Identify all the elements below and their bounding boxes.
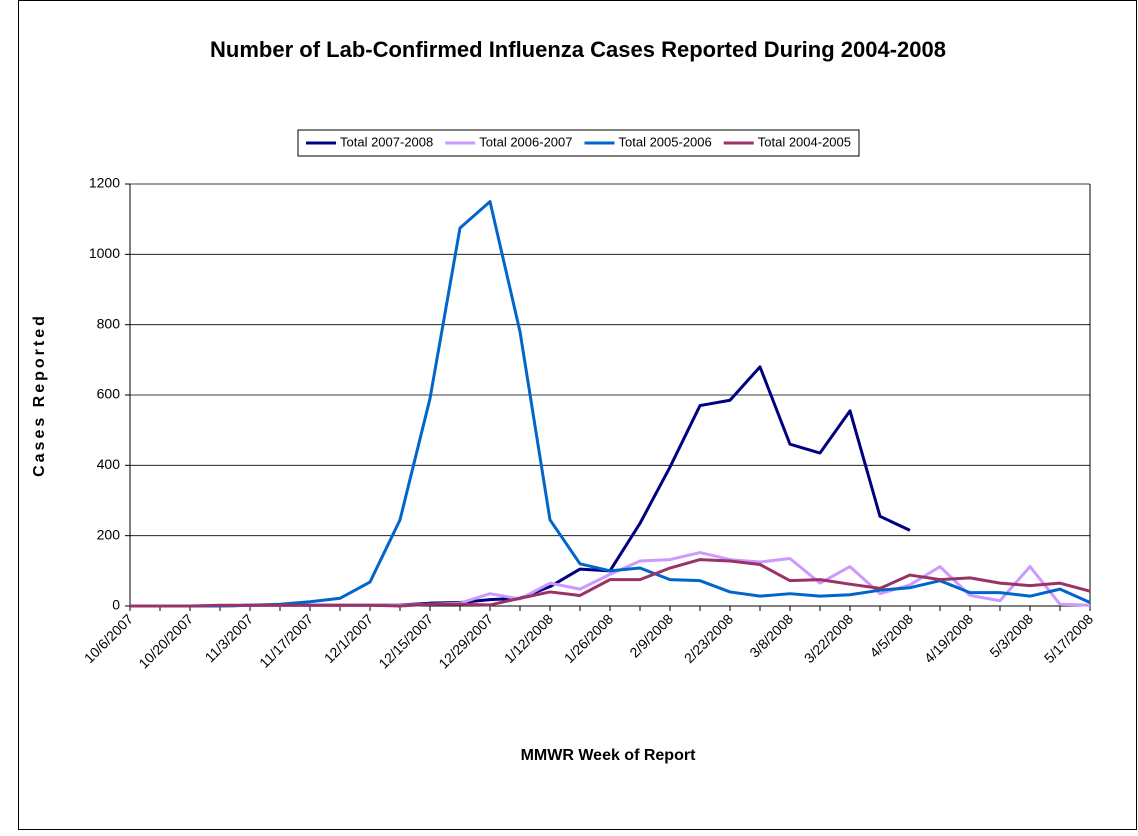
- legend-label: Total 2007-2008: [340, 134, 433, 149]
- y-tick-label: 1000: [89, 245, 120, 261]
- x-axis-title: MMWR Week of Report: [521, 747, 696, 764]
- legend-label: Total 2004-2005: [758, 134, 851, 149]
- chart-frame: [18, 0, 1137, 830]
- legend-box: [297, 129, 860, 157]
- series-line: [130, 200, 1091, 608]
- y-tick-label: 800: [97, 315, 121, 331]
- y-tick-label: 600: [97, 386, 121, 402]
- legend: Total 2007-2008 Total 2006-2007 Total 2005…: [297, 129, 860, 157]
- y-axis-title: Cases Reported: [31, 313, 48, 477]
- y-tick-label: 400: [97, 456, 121, 472]
- legend-label: Total 2005-2006: [619, 134, 712, 149]
- legend-label: Total 2006-2007: [479, 134, 572, 149]
- y-tick-label: 200: [97, 526, 121, 542]
- series-line: [130, 558, 1091, 608]
- y-tick-label: 0: [112, 597, 120, 613]
- y-tick-label: 1200: [89, 175, 120, 191]
- chart-title: Number of Lab-Confirmed Influenza Cases …: [210, 37, 946, 62]
